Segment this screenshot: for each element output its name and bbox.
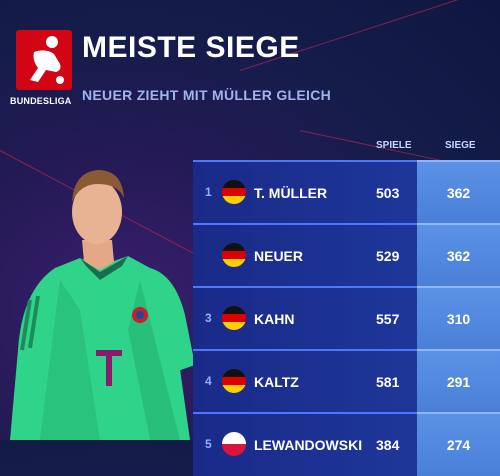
column-header-spiele: SPIELE xyxy=(376,140,412,151)
siege-value: 362 xyxy=(446,185,471,201)
siege-value: 310 xyxy=(446,311,471,327)
spiele-value: 581 xyxy=(376,374,400,390)
brand-label: BUNDESLIGA xyxy=(10,96,72,106)
siege-value: 362 xyxy=(446,248,471,264)
bundesliga-logo xyxy=(16,30,72,90)
table-row: NEUER 529 362 xyxy=(193,223,500,287)
table-row: 5 LEWANDOWSKI 384 274 xyxy=(193,412,500,476)
spiele-value: 384 xyxy=(376,437,400,453)
germany-flag-icon xyxy=(222,306,246,330)
spiele-value: 557 xyxy=(376,311,400,327)
player-name: NEUER xyxy=(254,248,304,264)
row-main: 4 KALTZ 581 xyxy=(193,349,417,413)
siege-cell: 362 xyxy=(417,160,500,224)
page-subtitle: NEUER ZIEHT MIT MÜLLER GLEICH xyxy=(82,87,332,103)
siege-value: 274 xyxy=(446,437,471,453)
table-row: 4 KALTZ 581 291 xyxy=(193,349,500,413)
germany-flag-icon xyxy=(222,369,246,393)
siege-value: 291 xyxy=(446,374,471,390)
rank-number: 1 xyxy=(205,185,212,199)
player-name: KAHN xyxy=(254,311,295,327)
player-name: LEWANDOWSKI xyxy=(254,437,363,453)
table-row: 1 T. MÜLLER 503 362 xyxy=(193,160,500,224)
player-name: KALTZ xyxy=(254,374,299,390)
page-title: MEISTE SIEGE xyxy=(82,31,300,64)
ranking-table: 1 T. MÜLLER 503 362 NEUER 529 362 3 KAHN… xyxy=(193,160,500,476)
rank-number: 5 xyxy=(205,437,212,451)
player-name: T. MÜLLER xyxy=(254,185,328,201)
row-main: 5 LEWANDOWSKI 384 xyxy=(193,412,417,476)
spiele-value: 503 xyxy=(376,185,400,201)
player-image xyxy=(0,140,200,440)
siege-cell: 274 xyxy=(417,412,500,476)
rank-number: 3 xyxy=(205,311,212,325)
germany-flag-icon xyxy=(222,180,246,204)
rank-number: 4 xyxy=(205,374,212,388)
table-row: 3 KAHN 557 310 xyxy=(193,286,500,350)
siege-cell: 291 xyxy=(417,349,500,413)
row-main: NEUER 529 xyxy=(193,223,417,287)
row-main: 3 KAHN 557 xyxy=(193,286,417,350)
spiele-value: 529 xyxy=(376,248,400,264)
germany-flag-icon xyxy=(222,243,246,267)
row-main: 1 T. MÜLLER 503 xyxy=(193,160,417,224)
siege-cell: 362 xyxy=(417,223,500,287)
column-header-siege: SIEGE xyxy=(445,140,476,151)
poland-flag-icon xyxy=(222,432,246,456)
siege-cell: 310 xyxy=(417,286,500,350)
